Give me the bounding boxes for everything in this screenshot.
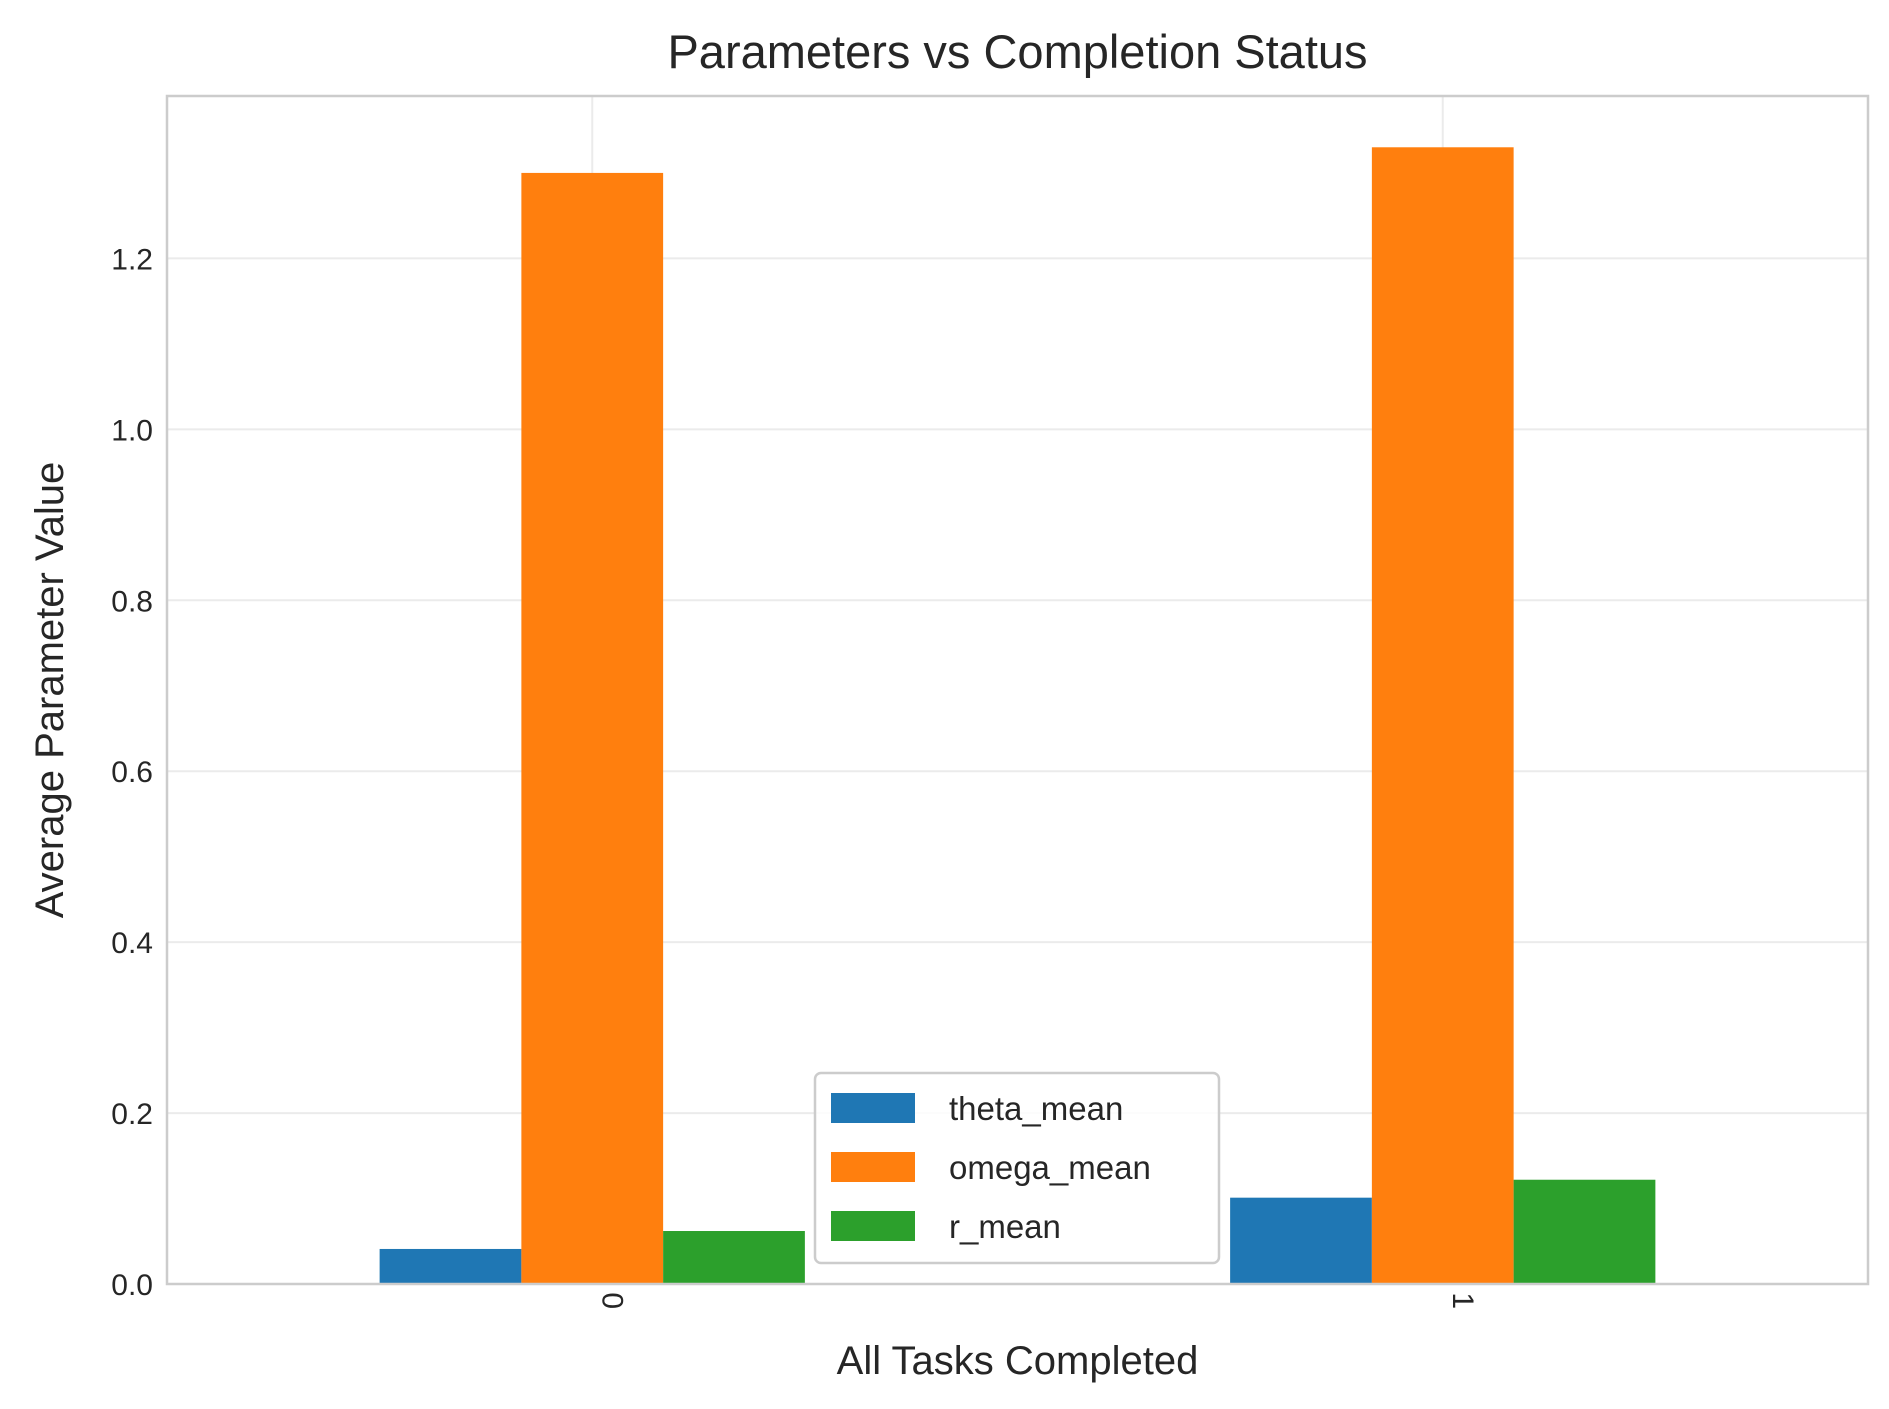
x-tick-label: 0 (595, 1292, 628, 1309)
legend-label-theta_mean: theta_mean (949, 1090, 1123, 1127)
legend-label-omega_mean: omega_mean (949, 1149, 1151, 1186)
y-tick-label: 1.2 (111, 243, 153, 276)
bar-omega_mean-0 (521, 172, 664, 1284)
y-tick-label: 0.0 (111, 1269, 153, 1302)
y-tick-label: 0.2 (111, 1098, 153, 1131)
x-tick-label: 1 (1446, 1292, 1479, 1309)
legend-box (813, 1071, 1221, 1265)
y-tick-label: 1.0 (111, 414, 153, 447)
bar-r_mean-0 (663, 1231, 805, 1284)
y-tick-label: 0.6 (111, 756, 153, 789)
y-tick-label: 0.4 (111, 927, 153, 960)
y-tick-labels: 0.0 0.2 0.4 0.6 0.8 1.0 1.2 (111, 243, 153, 1302)
legend-swatch-theta_mean (831, 1093, 915, 1123)
legend-swatch-omega_mean (831, 1152, 915, 1182)
plot-frame (165, 94, 1870, 1286)
legend-swatch-r_mean (831, 1211, 915, 1241)
legend-label-r_mean: r_mean (949, 1208, 1061, 1245)
x-axis-title: All Tasks Completed (837, 1339, 1199, 1383)
bar-r_mean-1 (1513, 1179, 1656, 1284)
legend: theta_mean omega_mean r_mean (813, 1071, 1221, 1265)
bar-omega_mean-1 (1371, 147, 1514, 1285)
bars (379, 147, 1656, 1285)
y-tick-label: 0.8 (111, 585, 153, 618)
bar-theta_mean-1 (1230, 1197, 1372, 1284)
bar-theta_mean-0 (379, 1248, 522, 1284)
chart-title: Parameters vs Completion Status (667, 25, 1367, 78)
y-axis-title: Average Parameter Value (28, 462, 72, 919)
